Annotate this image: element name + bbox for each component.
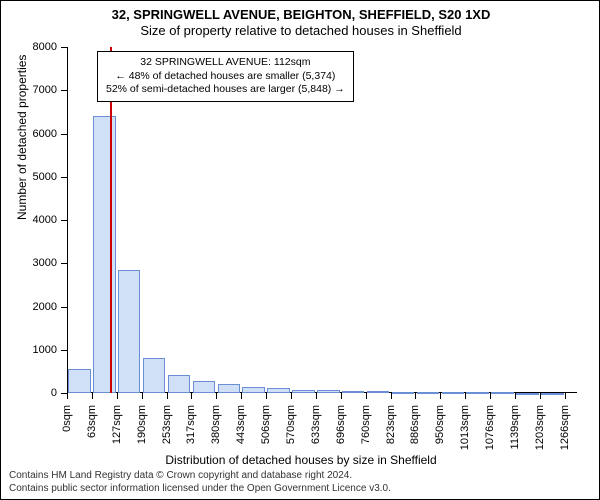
x-tick — [391, 393, 392, 399]
y-tick-label: 3000 — [21, 257, 57, 269]
y-tick — [61, 350, 67, 351]
histogram-bar — [292, 390, 314, 393]
histogram-bar — [93, 116, 115, 393]
annotation-line: 52% of semi-detached houses are larger (… — [106, 83, 345, 97]
histogram-bar — [267, 388, 289, 393]
x-tick-label: 696sqm — [335, 405, 347, 444]
x-axis-label: Distribution of detached houses by size … — [1, 453, 600, 467]
x-tick-label: 633sqm — [310, 405, 322, 444]
y-tick-label: 2000 — [21, 301, 57, 313]
y-tick — [61, 263, 67, 264]
histogram-bar — [491, 392, 513, 394]
x-tick-label: 190sqm — [136, 405, 148, 444]
x-tick-label: 380sqm — [210, 405, 222, 444]
histogram-bar — [516, 393, 538, 395]
x-tick-label: 317sqm — [185, 405, 197, 444]
x-tick — [565, 393, 566, 399]
y-tick — [61, 134, 67, 135]
x-tick-label: 950sqm — [434, 405, 446, 444]
histogram-bar — [392, 392, 414, 394]
x-tick-label: 1266sqm — [559, 405, 571, 450]
x-tick-label: 823sqm — [385, 405, 397, 444]
chart-title-line1: 32, SPRINGWELL AVENUE, BEIGHTON, SHEFFIE… — [1, 7, 600, 22]
y-tick-label: 0 — [21, 387, 57, 399]
y-tick-label: 1000 — [21, 344, 57, 356]
histogram-bar — [466, 392, 488, 394]
chart-title-line2: Size of property relative to detached ho… — [1, 23, 600, 38]
x-tick — [67, 393, 68, 399]
histogram-bar — [442, 392, 464, 394]
y-tick — [61, 220, 67, 221]
histogram-bar — [317, 390, 339, 393]
footer-attribution: Contains HM Land Registry data © Crown c… — [9, 470, 391, 495]
y-tick-label: 8000 — [21, 41, 57, 53]
y-tick-label: 5000 — [21, 171, 57, 183]
histogram-bar — [68, 369, 90, 393]
x-tick — [191, 393, 192, 399]
x-tick — [216, 393, 217, 399]
histogram-bar — [218, 384, 240, 393]
x-tick — [341, 393, 342, 399]
y-tick — [61, 47, 67, 48]
y-tick — [61, 90, 67, 91]
x-tick-label: 443sqm — [235, 405, 247, 444]
y-tick — [61, 177, 67, 178]
x-tick — [266, 393, 267, 399]
x-tick — [117, 393, 118, 399]
annotation-box: 32 SPRINGWELL AVENUE: 112sqm← 48% of det… — [97, 51, 354, 102]
y-tick-label: 4000 — [21, 214, 57, 226]
histogram-bar — [118, 270, 140, 393]
histogram-bar — [242, 387, 264, 393]
x-tick-label: 1203sqm — [534, 405, 546, 450]
x-tick-label: 63sqm — [86, 405, 98, 438]
histogram-bar — [417, 392, 439, 394]
chart-container: 32, SPRINGWELL AVENUE, BEIGHTON, SHEFFIE… — [0, 0, 600, 500]
x-tick — [291, 393, 292, 399]
x-tick-label: 1139sqm — [509, 405, 521, 449]
x-tick — [366, 393, 367, 399]
y-tick — [61, 307, 67, 308]
x-tick-label: 1076sqm — [484, 405, 496, 450]
x-tick — [241, 393, 242, 399]
x-tick-label: 506sqm — [260, 405, 272, 444]
x-tick-label: 0sqm — [61, 405, 73, 432]
annotation-line: ← 48% of detached houses are smaller (5,… — [106, 70, 345, 84]
histogram-bar — [342, 391, 364, 393]
histogram-bar — [541, 393, 563, 395]
x-tick-label: 1013sqm — [459, 405, 471, 450]
x-tick — [92, 393, 93, 399]
histogram-bar — [193, 381, 215, 393]
annotation-line: 32 SPRINGWELL AVENUE: 112sqm — [106, 56, 345, 70]
histogram-bar — [367, 391, 389, 393]
x-tick-label: 253sqm — [161, 405, 173, 444]
footer-line2: Contains public sector information licen… — [9, 483, 391, 496]
y-axis-line — [67, 47, 68, 393]
y-tick-label: 6000 — [21, 128, 57, 140]
histogram-bar — [143, 358, 165, 393]
y-tick-label: 7000 — [21, 84, 57, 96]
x-tick-label: 760sqm — [360, 405, 372, 444]
x-tick — [167, 393, 168, 399]
footer-line1: Contains HM Land Registry data © Crown c… — [9, 470, 391, 483]
histogram-bar — [168, 375, 190, 393]
x-tick — [142, 393, 143, 399]
x-tick — [316, 393, 317, 399]
x-tick-label: 127sqm — [111, 405, 123, 444]
x-tick-label: 570sqm — [285, 405, 297, 444]
x-tick-label: 886sqm — [409, 405, 421, 444]
